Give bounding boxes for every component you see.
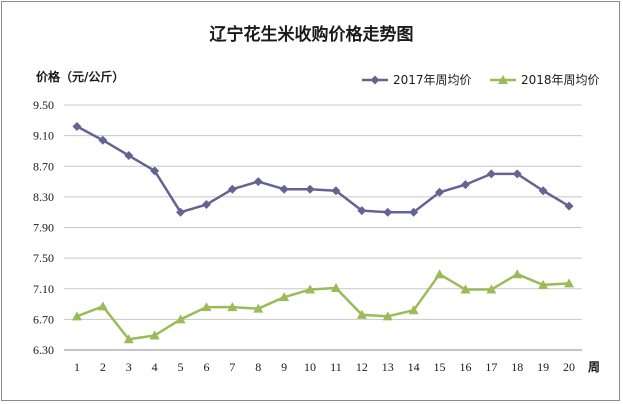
data-point-triangle (498, 75, 508, 84)
data-point-diamond (357, 206, 367, 216)
data-point-triangle (149, 330, 160, 340)
x-tick-label: 4 (152, 360, 158, 374)
data-point-diamond (124, 151, 134, 161)
data-point-triangle (330, 282, 341, 292)
y-tick-label: 6.30 (33, 343, 54, 357)
x-tick-labels: 1 2 3 4 5 6 7 8 9 10 11 12 13 14 15 16 17 18 19 20 (74, 360, 575, 374)
legend-label: 2017年周均价 (393, 73, 472, 87)
y-tick-label: 6.70 (33, 312, 54, 326)
data-point-triangle (408, 305, 419, 315)
data-point-diamond (98, 135, 108, 145)
data-point-triangle (97, 301, 108, 311)
data-point-triangle (486, 284, 497, 294)
x-tick-label: 13 (382, 360, 394, 374)
x-tick-label: 17 (485, 360, 497, 374)
x-tick-label: 10 (304, 360, 316, 374)
data-point-diamond (253, 177, 263, 187)
data-point-diamond (150, 166, 160, 176)
data-point-diamond (176, 207, 186, 217)
data-point-diamond (305, 184, 315, 194)
data-point-diamond (460, 180, 470, 190)
data-point-diamond (538, 186, 548, 196)
legend-label: 2018年周均价 (521, 73, 600, 87)
y-tick-label: 7.10 (33, 282, 54, 296)
data-point-diamond (512, 169, 522, 179)
data-point-triangle (227, 302, 238, 312)
x-tick-label: 7 (229, 360, 235, 374)
x-tick-label: 9 (281, 360, 287, 374)
data-point-triangle (356, 309, 367, 319)
data-point-triangle (123, 334, 134, 344)
data-point-triangle (382, 311, 393, 321)
y-axis-label: 价格（元/公斤） (36, 70, 125, 84)
y-tick-label: 8.70 (33, 159, 54, 173)
data-point-diamond (486, 169, 496, 179)
y-tick-label: 9.10 (33, 129, 54, 143)
x-tick-label: 14 (408, 360, 420, 374)
x-tick-label: 18 (511, 360, 523, 374)
data-point-triangle (460, 284, 471, 294)
data-point-diamond (435, 187, 445, 197)
y-tick-labels: 9.50 9.10 8.70 8.30 7.90 7.50 7.10 6.70 6.30 (33, 98, 54, 357)
x-tick-label: 1 (74, 360, 80, 374)
data-point-triangle (201, 302, 212, 312)
data-point-diamond (279, 184, 289, 194)
chart-title: 辽宁花生米收购价格走势图 (209, 25, 414, 45)
x-tick-label: 16 (459, 360, 471, 374)
data-point-triangle (512, 269, 523, 279)
data-point-triangle (71, 311, 82, 321)
data-point-triangle (175, 314, 186, 324)
data-point-diamond (564, 201, 574, 211)
series-line (76, 125, 570, 214)
x-axis-unit: 周 (588, 360, 600, 374)
series-line (76, 272, 570, 341)
data-point-triangle (434, 269, 445, 279)
x-tick-label: 6 (203, 360, 209, 374)
data-point-diamond (370, 75, 380, 85)
data-point-triangle (279, 292, 290, 302)
data-point-diamond (331, 186, 341, 196)
data-point-diamond (201, 200, 211, 210)
data-point-triangle (253, 303, 264, 313)
y-tick-label: 9.50 (33, 98, 54, 112)
data-point-triangle (538, 279, 549, 289)
data-point-diamond (72, 121, 82, 131)
y-tick-label: 8.30 (33, 190, 54, 204)
data-point-diamond (383, 207, 393, 217)
y-tick-label: 7.50 (33, 251, 54, 265)
grid-lines (64, 104, 582, 351)
x-tick-label: 11 (330, 360, 342, 374)
data-point-diamond (409, 207, 419, 217)
x-tick-label: 19 (537, 360, 549, 374)
x-tick-label: 15 (434, 360, 446, 374)
x-tick-label: 12 (356, 360, 368, 374)
legend: 2017年周均价 2018年周均价 (362, 73, 600, 87)
x-tick-label: 2 (100, 360, 106, 374)
data-point-diamond (227, 184, 237, 194)
y-tick-label: 7.90 (33, 221, 54, 235)
data-point-triangle (305, 284, 316, 294)
series-group (71, 121, 575, 344)
data-point-triangle (564, 278, 575, 288)
x-tick-label: 20 (563, 360, 575, 374)
x-tick-label: 8 (255, 360, 261, 374)
x-tick-label: 5 (178, 360, 184, 374)
x-tick-label: 3 (126, 360, 132, 374)
